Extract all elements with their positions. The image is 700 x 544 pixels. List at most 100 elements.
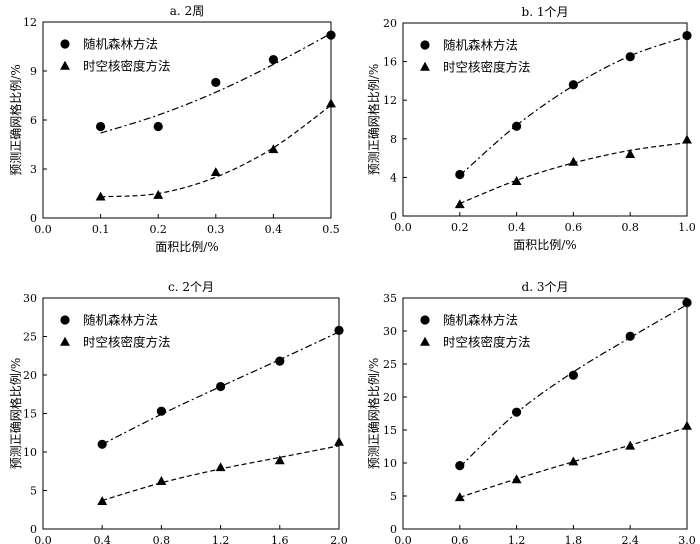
chart-panel-1: a. 2周 0.0 0.1 0.2 0.3 0.4 0.5 0 3 6 9 12 面积比例/% 预测正确网… — [8, 4, 340, 254]
y-tick-label: 20 — [383, 391, 397, 404]
data-point-kde — [682, 420, 692, 430]
y-tick-label: 0 — [30, 212, 37, 225]
data-point-random-forest — [682, 30, 692, 41]
x-tick-label: 0.4 — [265, 223, 283, 236]
y-tick-label: 12 — [23, 16, 37, 29]
x-axis-label: 面积比例/% — [513, 238, 576, 252]
x-axis-label: 面积比例/% — [155, 240, 218, 254]
plot-frame — [402, 297, 688, 530]
y-tick-label: 35 — [383, 292, 397, 305]
data-point-kde — [625, 440, 636, 450]
y-tick-label: 10 — [383, 457, 397, 470]
y-tick-label: 30 — [23, 292, 37, 305]
data-point-kde — [95, 191, 106, 201]
data-point-random-forest — [275, 356, 285, 366]
trend-line-kde — [459, 426, 688, 498]
data-point-random-forest — [156, 406, 166, 416]
data-point-random-forest — [216, 381, 226, 392]
chart-title: b. 1个月 — [522, 5, 569, 19]
x-tick-label: 2.0 — [330, 534, 348, 544]
y-tick-label: 0 — [30, 523, 37, 536]
y-tick-label: 6 — [30, 114, 37, 127]
x-tick-label: 0.0 — [34, 534, 52, 544]
y-tick-label: 3 — [30, 163, 37, 176]
x-tick-label: 0.8 — [153, 534, 171, 544]
x-tick-label: 0.3 — [207, 223, 225, 236]
chart-title: a. 2周 — [170, 4, 204, 18]
data-point-random-forest — [334, 325, 344, 335]
y-tick-label: 10 — [23, 446, 37, 459]
x-tick-label: 0.5 — [322, 223, 340, 236]
data-point-random-forest — [568, 80, 579, 90]
data-point-random-forest — [97, 439, 107, 449]
x-tick-label: 0.0 — [394, 534, 412, 544]
data-point-random-forest — [211, 77, 221, 88]
x-tick-label: 1.2 — [508, 534, 526, 544]
y-axis-label: 预测正确网格比例/% — [8, 64, 23, 175]
legend-marker-random-forest — [420, 315, 430, 325]
y-tick-label: 5 — [30, 485, 37, 498]
legend-label: 时空核密度方法 — [83, 59, 171, 74]
trend-line-kde — [100, 104, 332, 198]
data-point-kde — [511, 176, 522, 186]
data-point-kde — [215, 462, 226, 472]
trend-line-kde — [102, 445, 340, 502]
legend-label: 时空核密度方法 — [443, 335, 531, 350]
y-tick-label: 15 — [23, 408, 37, 421]
legend-marker-random-forest — [60, 315, 70, 325]
legend-label: 随机森林方法 — [83, 313, 158, 328]
chart-title: c. 2个月 — [168, 280, 214, 294]
data-point-kde — [568, 156, 579, 166]
data-point-random-forest — [455, 461, 465, 471]
x-tick-label: 0.6 — [451, 534, 469, 544]
data-point-kde — [210, 167, 221, 177]
x-tick-label: 1.8 — [565, 534, 583, 544]
y-tick-label: 0 — [390, 210, 397, 223]
data-point-random-forest — [511, 121, 522, 131]
y-tick-label: 16 — [383, 56, 397, 69]
chart-panel-3: c. 2个月0.00.40.81.21.62.0051015202530面积比例… — [8, 280, 348, 544]
y-tick-label: 0 — [390, 523, 397, 536]
legend-label: 时空核密度方法 — [83, 335, 171, 350]
trend-line-kde — [459, 142, 688, 205]
x-tick-label: 0.8 — [621, 221, 639, 234]
data-point-random-forest — [96, 121, 106, 132]
data-point-random-forest — [268, 54, 278, 65]
x-tick-label: 0.0 — [394, 221, 412, 234]
data-point-random-forest — [326, 30, 336, 40]
trend-line-random-forest — [459, 304, 688, 468]
data-point-random-forest — [625, 331, 635, 341]
x-tick-label: 0.0 — [34, 223, 52, 236]
legend-marker-kde — [420, 336, 430, 346]
y-tick-label: 4 — [390, 171, 397, 184]
data-point-kde — [568, 456, 579, 466]
legend-marker-random-forest — [60, 39, 70, 49]
data-point-kde — [274, 455, 285, 465]
trend-line-random-forest — [459, 35, 688, 176]
data-point-random-forest — [682, 298, 692, 308]
legend-marker-random-forest — [420, 40, 430, 50]
data-point-kde — [625, 149, 636, 158]
data-point-kde — [97, 496, 108, 506]
legend-label: 随机森林方法 — [83, 37, 158, 52]
x-tick-label: 0.2 — [149, 223, 167, 236]
chart-panel-4: d. 3个月0.00.61.21.82.43.005101520253035面积… — [366, 280, 696, 544]
y-tick-label: 9 — [30, 65, 37, 78]
x-tick-label: 0.4 — [93, 534, 111, 544]
data-point-kde — [268, 144, 279, 154]
legend-label: 时空核密度方法 — [443, 60, 531, 75]
x-tick-label: 1.0 — [678, 221, 696, 234]
x-tick-label: 3.0 — [678, 534, 696, 544]
data-point-random-forest — [625, 52, 635, 62]
data-point-kde — [153, 189, 164, 199]
data-point-random-forest — [455, 169, 465, 180]
data-point-random-forest — [153, 121, 163, 132]
legend-marker-kde — [420, 61, 430, 71]
x-tick-label: 0.6 — [565, 221, 583, 234]
data-point-random-forest — [511, 407, 522, 417]
y-tick-label: 20 — [383, 17, 397, 30]
chart-panel-2: b. 1个月 0.0 0.2 0.4 0.6 0.8 1.0 0 4 8 12 16 20 面积比例/% 预… — [366, 5, 696, 252]
x-tick-label: 1.2 — [212, 534, 230, 544]
y-tick-label: 15 — [383, 424, 397, 437]
data-point-random-forest — [568, 370, 579, 380]
